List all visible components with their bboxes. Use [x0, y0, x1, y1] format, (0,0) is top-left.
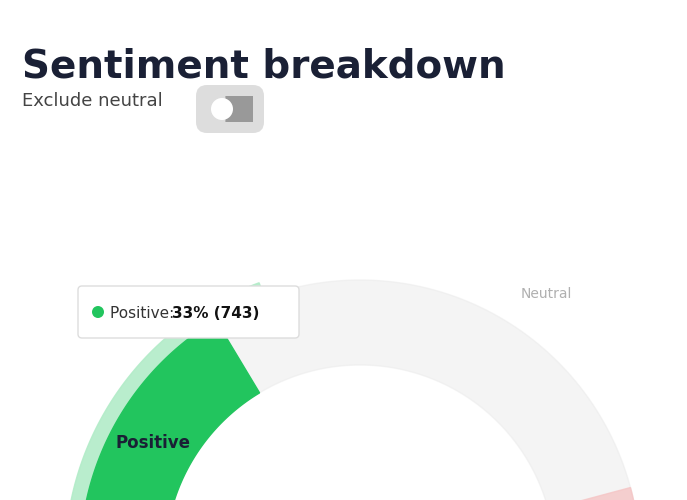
Text: Sentiment breakdown: Sentiment breakdown	[22, 48, 506, 86]
FancyBboxPatch shape	[225, 96, 253, 122]
Polygon shape	[548, 488, 640, 500]
Text: 33% (743): 33% (743)	[172, 306, 260, 320]
Polygon shape	[80, 280, 640, 500]
FancyBboxPatch shape	[196, 85, 264, 133]
Polygon shape	[80, 320, 260, 500]
Text: Neutral: Neutral	[521, 287, 572, 301]
Circle shape	[92, 306, 104, 318]
Text: Positive: Positive	[116, 434, 191, 452]
Polygon shape	[65, 283, 268, 500]
Text: Exclude neutral: Exclude neutral	[22, 92, 163, 110]
Text: Positive:: Positive:	[110, 306, 179, 320]
Circle shape	[211, 98, 233, 120]
FancyBboxPatch shape	[78, 286, 299, 338]
